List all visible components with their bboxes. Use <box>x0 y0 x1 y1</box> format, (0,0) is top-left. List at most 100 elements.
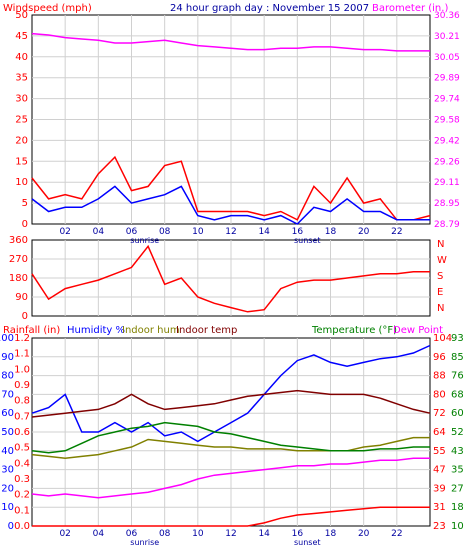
legend-indoor-hum: Indoor hum <box>122 325 180 336</box>
rainfall-y-tick-label: 0.1 <box>14 505 30 516</box>
temperature-y-tick-label: 31 <box>433 502 446 513</box>
temperature-y-tick-label: 55 <box>433 446 446 457</box>
climate-x-tick-label: 06 <box>126 529 138 539</box>
barometer-y-tick-label: 30.21 <box>434 32 460 42</box>
rainfall-y-tick-label: 1.0 <box>14 364 30 375</box>
temperature-y-tick-label: 88 <box>433 371 446 382</box>
rainfall-y-tick-label: 0.2 <box>14 490 30 501</box>
barometer-y-tick-label: 29.89 <box>434 74 460 84</box>
humidity-y-tick-label: 80 <box>1 371 14 382</box>
humidity-y-tick-label: 50 <box>1 427 14 438</box>
barometer-y-tick-label: 29.11 <box>434 178 460 188</box>
humidity-y-tick-label: 20 <box>1 483 14 494</box>
compass-letter-label: E <box>437 287 443 298</box>
barometer-y-tick-label: 28.95 <box>434 199 460 209</box>
barometer-y-tick-label: 29.26 <box>434 157 460 167</box>
barometer-y-tick-label: 29.74 <box>434 95 460 105</box>
legend-rainfall: Rainfall (in) <box>3 325 60 336</box>
wind-average-series-line <box>31 185 430 225</box>
humidity-y-tick-label: 10 <box>1 502 14 513</box>
wind-x-tick-label: 12 <box>225 227 236 237</box>
wind-x-tick-label: 18 <box>325 227 337 237</box>
compass-letter-label: W <box>437 255 447 266</box>
tick-labels-layer: 0 5 10 15 20 25 30 35 40 45 50 28.79 28.95 29.11 29.26… <box>0 10 464 547</box>
rainfall-y-tick-label: 0.8 <box>14 396 30 407</box>
temperature-y-tick-label: 23 <box>433 521 446 532</box>
dewpoint-y-tick-label: 60 <box>451 408 464 419</box>
legend-dew-point: Dew Point <box>393 325 443 336</box>
rainfall-y-tick-label: 0.0 <box>14 521 30 532</box>
wind-sunset-label: sunset <box>294 236 321 245</box>
wind-y-tick-label: 20 <box>15 135 28 146</box>
climate-x-tick-label: 14 <box>258 529 270 539</box>
rainfall-y-tick-label: 1.1 <box>14 349 30 360</box>
dewpoint-y-tick-label: 76 <box>451 371 464 382</box>
wind-y-tick-label: 35 <box>15 73 28 84</box>
wind-x-tick-label: 16 <box>292 227 304 237</box>
barometer-y-tick-label: 29.58 <box>434 116 460 126</box>
climate-x-tick-label: 04 <box>93 529 105 539</box>
dewpoint-y-tick-label: 93 <box>451 333 464 344</box>
direction-y-tick-label: 360 <box>9 235 28 246</box>
compass-letter-label: N <box>437 303 444 314</box>
temperature-y-tick-label: 47 <box>433 465 446 476</box>
rainfall-in-series-line <box>32 506 430 527</box>
wind-gust-series-line <box>31 155 431 221</box>
rainfall-y-tick-label: 0.7 <box>14 411 30 422</box>
humidity-y-tick-label: 60 <box>1 408 14 419</box>
barometer-y-tick-label: 28.79 <box>434 220 460 230</box>
barometer-y-tick-label: 30.05 <box>434 53 460 63</box>
indoor-temp-series-line <box>31 436 430 460</box>
barometer-series-line <box>31 32 430 52</box>
humidity-y-tick-label: 0 <box>8 521 14 532</box>
dewpoint-y-tick-label: 43 <box>451 446 464 457</box>
temperature-f-series-line <box>31 421 430 454</box>
legend-indoor-temp: Indoor temp <box>176 325 237 336</box>
rainfall-y-tick-label: 0.6 <box>14 427 30 438</box>
rainfall-y-tick-label: 0.4 <box>14 458 30 469</box>
humidity-y-tick-label: 90 <box>1 352 14 363</box>
direction-y-tick-label: 0 <box>22 311 28 322</box>
temperature-y-tick-label: 104 <box>433 333 452 344</box>
humidity-y-tick-label: 100 <box>0 333 14 344</box>
barometer-y-tick-label: 30.36 <box>434 11 460 21</box>
wind-y-tick-label: 50 <box>15 10 28 21</box>
wind-y-tick-label: 10 <box>15 177 28 188</box>
wind-y-tick-label: 15 <box>15 156 28 167</box>
climate-x-tick-label: 18 <box>325 529 337 539</box>
rainfall-y-tick-label: 0.9 <box>14 380 30 391</box>
wind-x-tick-label: 20 <box>358 227 370 237</box>
rainfall-y-tick-label: 0.5 <box>14 443 30 454</box>
climate-x-tick-label: 12 <box>225 529 236 539</box>
barometer-axis-label: Barometer (in.) <box>372 3 448 14</box>
wind-y-tick-label: 25 <box>15 115 28 126</box>
climate-x-tick-label: 16 <box>292 529 304 539</box>
legend-humidity: Humidity % <box>67 325 125 336</box>
wind-direction-series-line <box>31 244 430 313</box>
dewpoint-y-tick-label: 35 <box>451 465 464 476</box>
humidity-y-tick-label: 70 <box>1 389 14 400</box>
dewpoint-y-tick-label: 27 <box>451 483 464 494</box>
climate-sunrise-label: sunrise <box>130 538 159 547</box>
climate-sunset-label: sunset <box>294 538 321 547</box>
climate-x-tick-label: 20 <box>358 529 370 539</box>
humidity-y-tick-label: 40 <box>1 446 14 457</box>
climate-x-tick-label: 08 <box>159 529 171 539</box>
compass-letter-label: S <box>437 271 443 282</box>
series-layer <box>31 32 431 527</box>
direction-y-tick-label: 270 <box>9 254 28 265</box>
wind-y-tick-label: 40 <box>15 52 28 63</box>
wind-y-tick-label: 5 <box>22 198 28 209</box>
dewpoint-y-tick-label: 85 <box>451 352 464 363</box>
dewpoint-y-tick-label: 68 <box>451 389 464 400</box>
wind-x-tick-label: 08 <box>159 227 171 237</box>
climate-x-tick-label: 02 <box>59 529 70 539</box>
chart-title: 24 hour graph day : November 15 2007 <box>170 3 369 14</box>
wind-x-tick-label: 06 <box>126 227 138 237</box>
climate-x-tick-label: 10 <box>192 529 204 539</box>
wind-x-tick-label: 14 <box>258 227 270 237</box>
climate-x-tick-label: 22 <box>391 529 402 539</box>
barometer-y-tick-label: 29.42 <box>434 136 460 146</box>
dew-point-series-line <box>31 457 430 499</box>
